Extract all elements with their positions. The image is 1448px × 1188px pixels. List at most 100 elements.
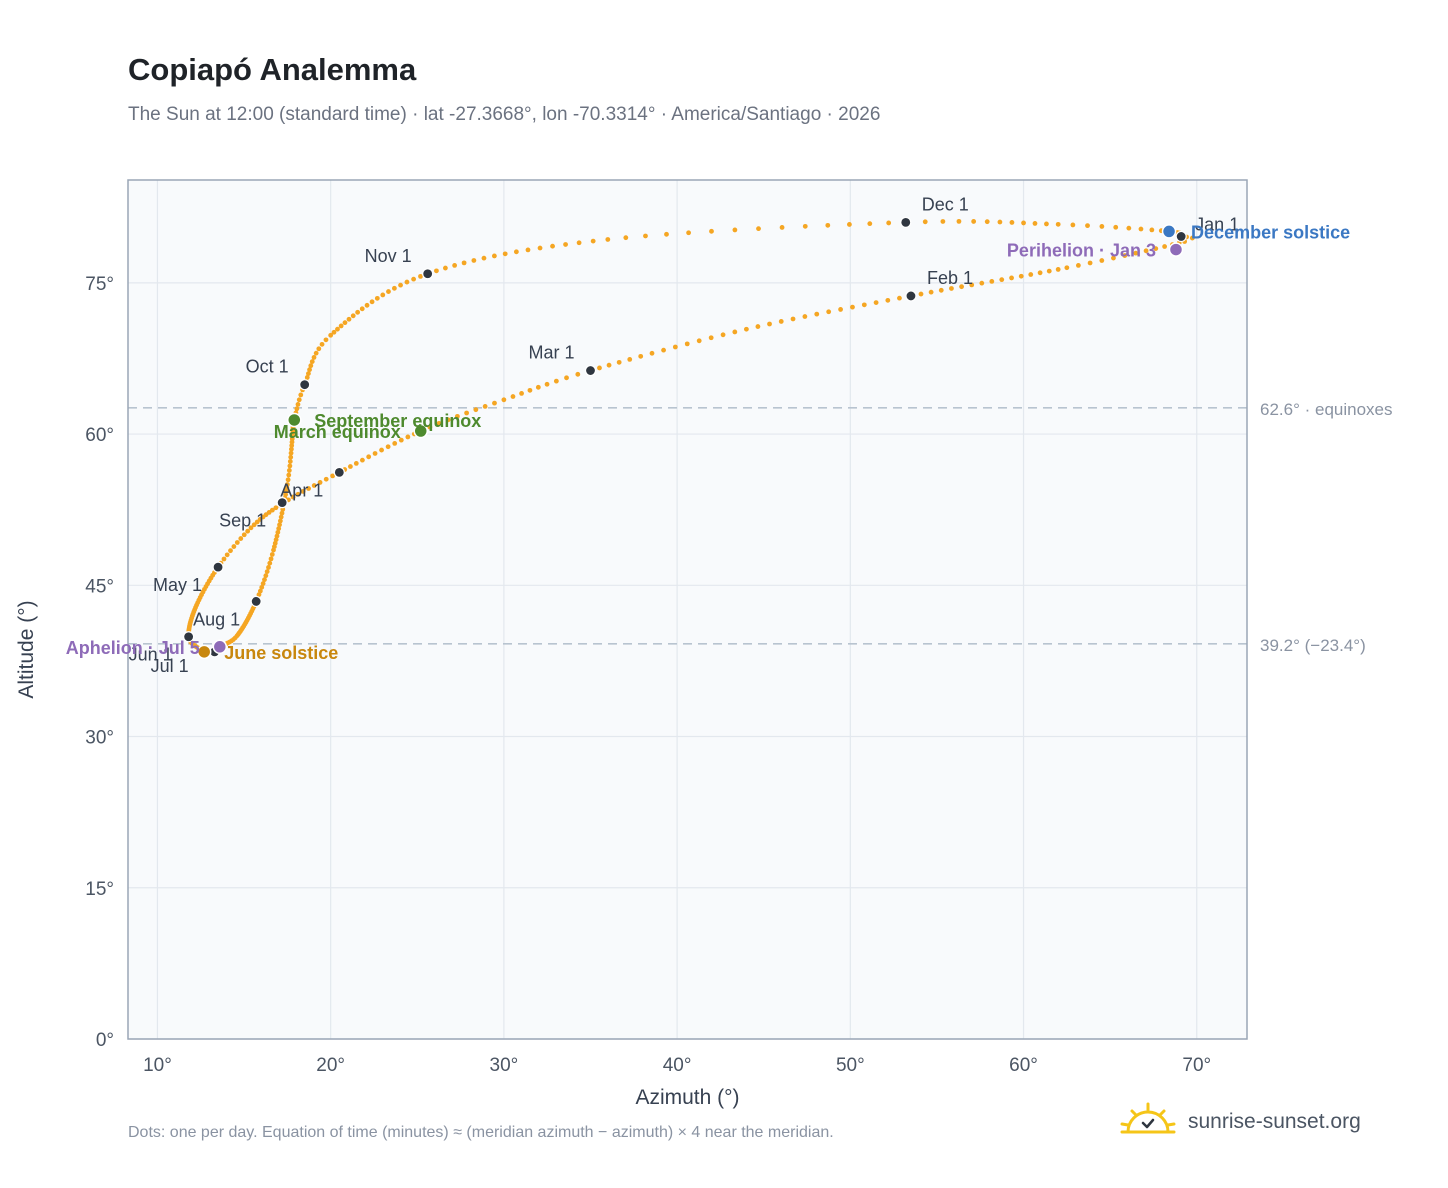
daily-sun-dot [527,387,533,393]
daily-sun-dot [398,437,404,443]
daily-sun-dot [984,219,990,225]
daily-sun-dot [454,413,460,419]
daily-sun-dot [274,533,280,539]
x-tick-label: 60° [1009,1055,1038,1076]
daily-sun-dot [1189,235,1195,241]
daily-sun-dot [956,218,962,224]
daily-sun-dot [277,522,282,528]
daily-sun-dot [405,434,411,440]
daily-sun-dot [374,295,380,301]
event-marker [1168,242,1184,257]
daily-sun-dot [276,526,282,531]
daily-sun-dot [273,537,279,543]
daily-sun-dot [379,447,384,453]
daily-sun-dot [767,321,772,327]
daily-sun-dot [623,235,629,241]
daily-sun-dot [306,371,311,376]
daily-sun-dot [309,359,315,365]
daily-sun-dot [289,443,295,448]
daily-sun-dot [290,494,296,500]
daily-sun-dot [550,243,555,249]
daily-sun-dot [825,222,831,228]
month-marker [212,561,224,573]
daily-sun-dot [850,304,855,310]
month-marker-label: Jul 1 [151,656,189,676]
daily-sun-dot [605,237,611,242]
daily-sun-dot [286,468,292,473]
brand[interactable]: sunrise-sunset.org [1120,1102,1361,1142]
month-marker-label: May 1 [153,575,202,595]
daily-sun-dot [296,397,302,403]
daily-sun-dot [1021,220,1026,226]
y-tick-label: 60° [85,425,114,446]
daily-sun-dot [720,332,726,338]
month-marker-label: Jan 1 [1195,214,1239,234]
daily-sun-dot [364,302,370,308]
daily-sun-dot [461,260,467,266]
x-tick-label: 50° [836,1055,865,1076]
event-label: June solstice [224,643,338,663]
daily-sun-dot [510,394,516,399]
daily-sun-dot [452,263,458,268]
daily-sun-dot [778,319,784,324]
daily-sun-dot [885,297,891,303]
daily-sun-dot [1143,248,1149,254]
daily-sun-dot [311,355,317,360]
daily-sun-dot [1046,268,1052,274]
daily-sun-dot [575,371,581,377]
month-marker-label: Apr 1 [280,480,323,500]
daily-sun-dot [563,242,568,247]
daily-sun-dot [732,329,738,335]
month-marker [900,216,912,228]
daily-sun-dot [391,285,397,291]
daily-sun-dot [922,219,928,225]
daily-sun-dot [501,397,507,403]
daily-sun-dot [366,454,372,460]
daily-sun-dot [576,240,582,246]
daily-sun-dot [949,286,954,291]
month-marker [584,364,597,377]
daily-sun-dot [269,552,275,557]
daily-sun-dot [338,323,344,329]
daily-sun-dot [553,378,559,384]
plot-area [128,180,1247,1039]
daily-sun-dot [997,219,1003,225]
daily-sun-dot [278,514,284,520]
daily-sun-dot [221,556,227,562]
daily-sun-dot [928,289,934,295]
daily-sun-dot [1070,222,1076,228]
daily-sun-dot [294,406,300,412]
daily-sun-dot [1099,258,1105,263]
daily-sun-dot [304,374,310,380]
daily-sun-dot [287,459,293,464]
chart-title: Copiapó Analemma [128,52,417,87]
brand-name: sunrise-sunset.org [1188,1110,1361,1133]
daily-sun-dot [790,316,796,322]
daily-sun-dot [664,231,669,237]
daily-sun-dot [288,454,294,460]
daily-sun-dot [1085,223,1090,229]
daily-sun-dot [287,463,293,469]
daily-sun-dot [311,483,317,488]
daily-sun-dot [348,464,353,469]
x-tick-label: 30° [490,1055,519,1076]
daily-sun-dot [245,528,251,534]
daily-sun-dot [386,289,391,294]
daily-sun-dot [330,473,336,479]
daily-sun-dot [355,309,361,315]
daily-sun-dot [1055,221,1061,227]
daily-sun-dot [519,390,524,396]
daily-sun-dot [231,544,237,549]
daily-sun-dot [251,522,257,528]
daily-sun-dot [277,518,283,524]
daily-sun-dot [238,536,244,541]
daily-sun-dot [353,460,359,466]
daily-sun-dot [696,338,702,344]
daily-sun-dot [491,253,497,259]
daily-sun-dot [1009,275,1014,281]
daily-sun-dot [224,552,230,558]
daily-sun-dot [616,359,622,365]
daily-sun-dot [482,404,488,409]
daily-sun-dot [471,258,477,263]
